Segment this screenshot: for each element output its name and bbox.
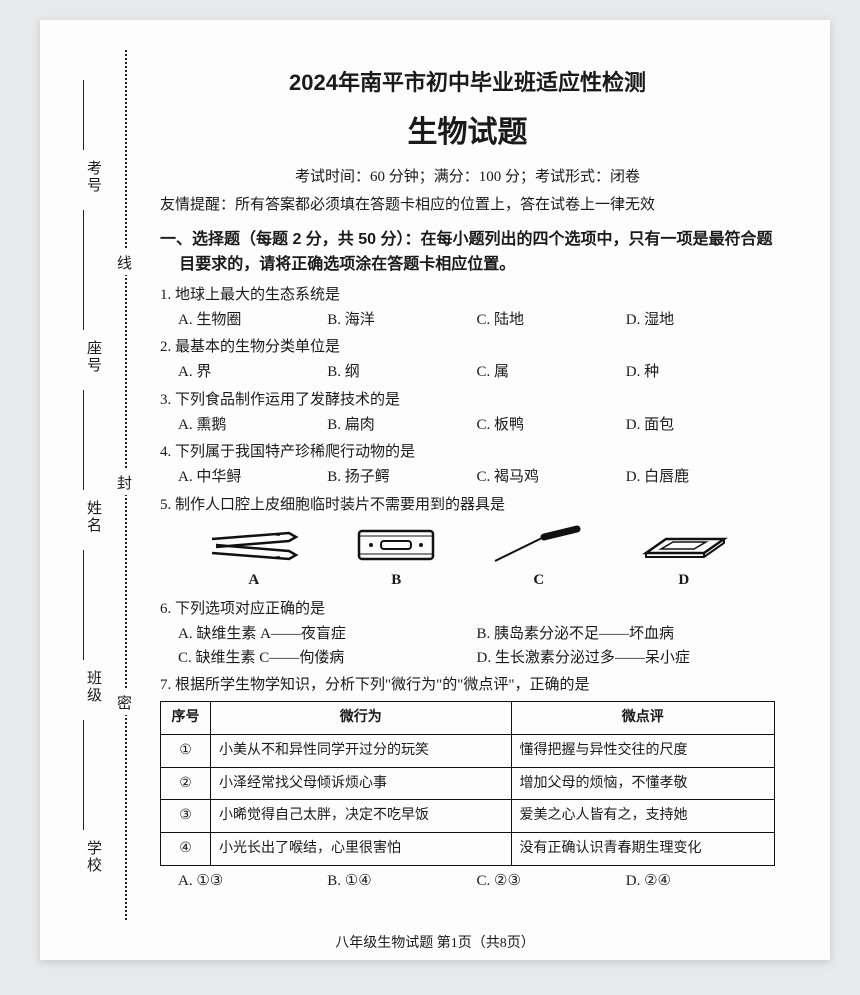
margin-underline-3 — [83, 550, 84, 660]
margin-label-school: 学校 — [83, 840, 104, 874]
margin-label-examno: 考号 — [83, 160, 104, 194]
q7-r0c1: 小美从不和异性同学开过分的玩笑 — [211, 734, 512, 767]
q7-num: 7. — [160, 677, 171, 693]
binding-margin: 考号 座号 姓名 班级 学校 线 封 密 — [75, 50, 145, 920]
q3-opt-d: D. 面包 — [626, 414, 775, 437]
q6-opt-a: A. 缺维生素 A——夜盲症 — [178, 623, 477, 646]
margin-underline-4 — [83, 720, 84, 830]
question-7: 7. 根据所学生物学知识，分析下列"微行为"的"微点评"，正确的是 序号 微行为… — [160, 674, 775, 893]
q3-opt-a: A. 熏鹅 — [178, 414, 327, 437]
q7-th-0: 序号 — [161, 702, 211, 735]
margin-underline-1 — [83, 210, 84, 330]
q3-opt-b: B. 扁肉 — [327, 414, 476, 437]
question-4: 4. 下列属于我国特产珍稀爬行动物的是 A. 中华鲟 B. 扬子鳄 C. 褐马鸡… — [160, 441, 775, 490]
q2-opt-d: D. 种 — [626, 361, 775, 384]
seal-label-mi: 密 — [117, 690, 132, 715]
table-row: ① 小美从不和异性同学开过分的玩笑 懂得把握与异性交往的尺度 — [161, 734, 775, 767]
q5-label-d: D — [678, 569, 689, 592]
table-row: ④ 小光长出了喉结，心里很害怕 没有正确认识青春期生理变化 — [161, 832, 775, 865]
razor-blade-icon — [351, 525, 441, 567]
q2-opt-c: C. 属 — [477, 361, 626, 384]
q5-label-a: A — [248, 569, 259, 592]
q6-opt-c: C. 缺维生素 C——佝偻病 — [178, 647, 477, 670]
q4-opt-a: A. 中华鲟 — [178, 466, 327, 489]
margin-label-class: 班级 — [83, 670, 104, 704]
q7-opt-d: D. ②④ — [626, 870, 775, 893]
dissecting-needle-icon — [489, 525, 589, 567]
q3-num: 3. — [160, 392, 171, 408]
q6-text: 下列选项对应正确的是 — [175, 601, 325, 617]
q1-text: 地球上最大的生态系统是 — [175, 287, 340, 303]
q7-r2c1: 小晞觉得自己太胖，决定不吃早饭 — [211, 800, 512, 833]
q3-text: 下列食品制作运用了发酵技术的是 — [175, 392, 400, 408]
question-5: 5. 制作人口腔上皮细胞临时装片不需要用到的器具是 A B — [160, 494, 775, 595]
q4-opt-c: C. 褐马鸡 — [477, 466, 626, 489]
seal-label-feng: 封 — [117, 470, 132, 495]
q5-image-d: D — [636, 525, 731, 592]
q7-r0c2: 懂得把握与异性交往的尺度 — [511, 734, 774, 767]
q7-opt-b: B. ①④ — [327, 870, 476, 893]
q7-opt-a: A. ①③ — [178, 870, 327, 893]
q6-num: 6. — [160, 601, 171, 617]
q5-image-b: B — [351, 525, 441, 592]
q7-r3c1: 小光长出了喉结，心里很害怕 — [211, 832, 512, 865]
question-6: 6. 下列选项对应正确的是 A. 缺维生素 A——夜盲症 B. 胰岛素分泌不足—… — [160, 598, 775, 670]
q1-opt-b: B. 海洋 — [327, 309, 476, 332]
q1-opt-d: D. 湿地 — [626, 309, 775, 332]
margin-underline-0 — [83, 80, 84, 150]
q7-table: 序号 微行为 微点评 ① 小美从不和异性同学开过分的玩笑 懂得把握与异性交往的尺… — [160, 701, 775, 865]
glass-slide-icon — [636, 525, 731, 567]
q2-opt-b: B. 纲 — [327, 361, 476, 384]
q7-r1c0: ② — [161, 767, 211, 800]
q7-r1c1: 小泽经常找父母倾诉烦心事 — [211, 767, 512, 800]
q6-opt-d: D. 生长激素分泌过多——呆小症 — [477, 647, 776, 670]
q6-opt-b: B. 胰岛素分泌不足——坏血病 — [477, 623, 776, 646]
q4-num: 4. — [160, 444, 171, 460]
exam-reminder: 友情提醒：所有答案都必须填在答题卡相应的位置上，答在试卷上一律无效 — [160, 194, 775, 217]
question-2: 2. 最基本的生物分类单位是 A. 界 B. 纲 C. 属 D. 种 — [160, 336, 775, 385]
margin-underline-2 — [83, 390, 84, 490]
q5-text: 制作人口腔上皮细胞临时装片不需要用到的器具是 — [175, 497, 505, 513]
q1-opt-a: A. 生物圈 — [178, 309, 327, 332]
q2-text: 最基本的生物分类单位是 — [175, 339, 340, 355]
exam-page: 考号 座号 姓名 班级 学校 线 封 密 2024年南平市初中毕业班适应性检测 … — [40, 20, 830, 960]
q7-th-2: 微点评 — [511, 702, 774, 735]
q5-label-b: B — [391, 569, 401, 592]
q1-num: 1. — [160, 287, 171, 303]
q7-r3c0: ④ — [161, 832, 211, 865]
q7-th-1: 微行为 — [211, 702, 512, 735]
q3-opt-c: C. 板鸭 — [477, 414, 626, 437]
margin-label-name: 姓名 — [83, 500, 104, 534]
q5-image-a: A — [204, 525, 304, 592]
seal-label-line: 线 — [117, 250, 132, 275]
exam-subject: 生物试题 — [160, 107, 775, 151]
q7-r1c2: 增加父母的烦恼，不懂孝敬 — [511, 767, 774, 800]
q7-r3c2: 没有正确认识青春期生理变化 — [511, 832, 774, 865]
question-1: 1. 地球上最大的生态系统是 A. 生物圈 B. 海洋 C. 陆地 D. 湿地 — [160, 284, 775, 333]
section-1-header: 一、选择题（每题 2 分，共 50 分）：在每小题列出的四个选项中，只有一项是最… — [179, 227, 775, 278]
q7-opt-c: C. ②③ — [477, 870, 626, 893]
q5-image-c: C — [489, 525, 589, 592]
q2-num: 2. — [160, 339, 171, 355]
exam-title: 2024年南平市初中毕业班适应性检测 — [160, 65, 775, 97]
q5-label-c: C — [533, 569, 544, 592]
q7-r2c2: 爱美之心人皆有之，支持她 — [511, 800, 774, 833]
q7-r0c0: ① — [161, 734, 211, 767]
tweezers-icon — [204, 525, 304, 567]
q4-opt-b: B. 扬子鳄 — [327, 466, 476, 489]
margin-label-seatno: 座号 — [83, 340, 104, 374]
question-3: 3. 下列食品制作运用了发酵技术的是 A. 熏鹅 B. 扁肉 C. 板鸭 D. … — [160, 389, 775, 438]
q5-num: 5. — [160, 497, 171, 513]
q5-image-row: A B C — [160, 519, 775, 594]
exam-info: 考试时间：60 分钟；满分：100 分；考试形式：闭卷 — [160, 165, 775, 186]
q1-opt-c: C. 陆地 — [477, 309, 626, 332]
q4-text: 下列属于我国特产珍稀爬行动物的是 — [175, 444, 415, 460]
table-row: ② 小泽经常找父母倾诉烦心事 增加父母的烦恼，不懂孝敬 — [161, 767, 775, 800]
q7-text: 根据所学生物学知识，分析下列"微行为"的"微点评"，正确的是 — [175, 677, 590, 693]
table-row: ③ 小晞觉得自己太胖，决定不吃早饭 爱美之心人皆有之，支持她 — [161, 800, 775, 833]
q7-r2c0: ③ — [161, 800, 211, 833]
q2-opt-a: A. 界 — [178, 361, 327, 384]
q4-opt-d: D. 白唇鹿 — [626, 466, 775, 489]
page-footer: 八年级生物试题 第1页（共8页） — [40, 932, 830, 952]
